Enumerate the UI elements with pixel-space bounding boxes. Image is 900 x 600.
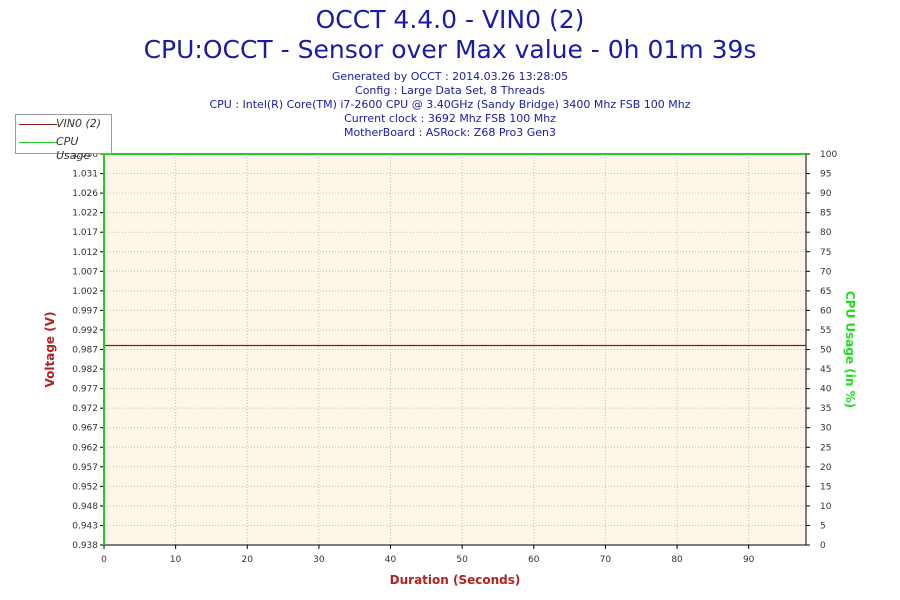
y-left-tick-label: 0.997 [72,306,98,316]
y-right-tick-label: 95 [820,170,831,180]
y-left-tick-label: 0.987 [72,346,98,356]
x-tick-label: 10 [170,555,182,565]
legend-label-voltage: VIN0 (2) [56,117,102,130]
x-axis-label: Duration (Seconds) [390,573,521,587]
y-right-tick-label: 50 [820,346,832,356]
y-right-tick-label: 70 [820,267,832,277]
y-left-tick-label: 1.017 [72,228,98,238]
y-left-tick-label: 1.036 [72,150,98,160]
y-right-tick-label: 10 [820,502,832,512]
y-right-tick-label: 80 [820,228,832,238]
x-tick-label: 70 [600,555,612,565]
y-right-tick-label: 65 [820,287,831,297]
y-right-tick-label: 100 [820,150,837,160]
x-tick-label: 60 [528,555,540,565]
y-right-tick-label: 30 [820,424,832,434]
legend-item-cpu: CPU Usage [16,135,111,162]
info-config: Config : Large Data Set, 8 Threads [355,84,545,97]
info-motherboard: MotherBoard : ASRock: Z68 Pro3 Gen3 [343,126,557,139]
y-right-tick-label: 20 [820,463,832,473]
y-left-tick-label: 0.972 [72,404,98,414]
y-left-tick-label: 1.012 [72,248,98,258]
y-left-tick-label: 0.943 [72,521,98,531]
x-tick-label: 40 [385,555,397,565]
y-right-tick-label: 45 [820,365,831,375]
y-left-tick-label: 0.962 [72,443,98,453]
y-right-tick-label: 75 [820,248,831,258]
y-left-tick-label: 0.992 [72,326,98,336]
x-tick-label: 30 [313,555,325,565]
y-left-tick-label: 1.031 [72,170,98,180]
y-right-tick-label: 0 [820,541,826,551]
x-tick-label: 20 [242,555,254,565]
y-left-tick-label: 0.952 [72,482,98,492]
y-left-tick-label: 0.957 [72,463,98,473]
y-left-tick-label: 1.007 [72,267,98,277]
y-right-tick-label: 85 [820,209,831,219]
x-tick-label: 90 [743,555,755,565]
y-left-tick-label: 1.026 [72,189,98,199]
y-right-tick-label: 60 [820,306,832,316]
y-right-tick-label: 25 [820,443,831,453]
x-tick-label: 80 [671,555,683,565]
y-left-tick-label: 0.938 [72,541,98,551]
y-right-tick-label: 15 [820,482,831,492]
legend-swatch-voltage [19,124,57,125]
x-tick-label: 0 [101,555,107,565]
legend-item-voltage: VIN0 (2) [16,117,111,131]
chart-title: OCCT 4.4.0 - VIN0 (2) [315,5,585,34]
y-right-tick-label: 55 [820,326,831,336]
info-cpu: CPU : Intel(R) Core(TM) i7-2600 CPU @ 3.… [209,98,691,111]
legend: VIN0 (2) CPU Usage [15,114,112,162]
y-left-tick-label: 1.002 [72,287,98,297]
y-left-tick-label: 0.948 [72,502,98,512]
info-generated: Generated by OCCT : 2014.03.26 13:28:05 [331,70,569,83]
info-clock: Current clock : 3692 Mhz FSB 100 Mhz [344,112,556,125]
y-axis-left-label: Voltage (V) [43,312,57,388]
y-right-tick-label: 40 [820,385,832,395]
x-tick-label: 50 [456,555,468,565]
y-right-tick-label: 35 [820,404,831,414]
y-left-tick-label: 1.022 [72,209,98,219]
series-line-cpu-usage [103,153,806,545]
legend-swatch-cpu [19,142,57,143]
y-right-tick-label: 90 [820,189,832,199]
y-left-tick-label: 0.967 [72,424,98,434]
y-axis-right-label: CPU Usage (in %) [843,291,857,408]
y-left-tick-label: 0.982 [72,365,98,375]
legend-label-cpu: CPU Usage [56,135,91,162]
y-right-tick-label: 5 [820,521,826,531]
chart-subtitle: CPU:OCCT - Sensor over Max value - 0h 01… [143,35,757,64]
y-left-tick-label: 0.977 [72,385,98,395]
